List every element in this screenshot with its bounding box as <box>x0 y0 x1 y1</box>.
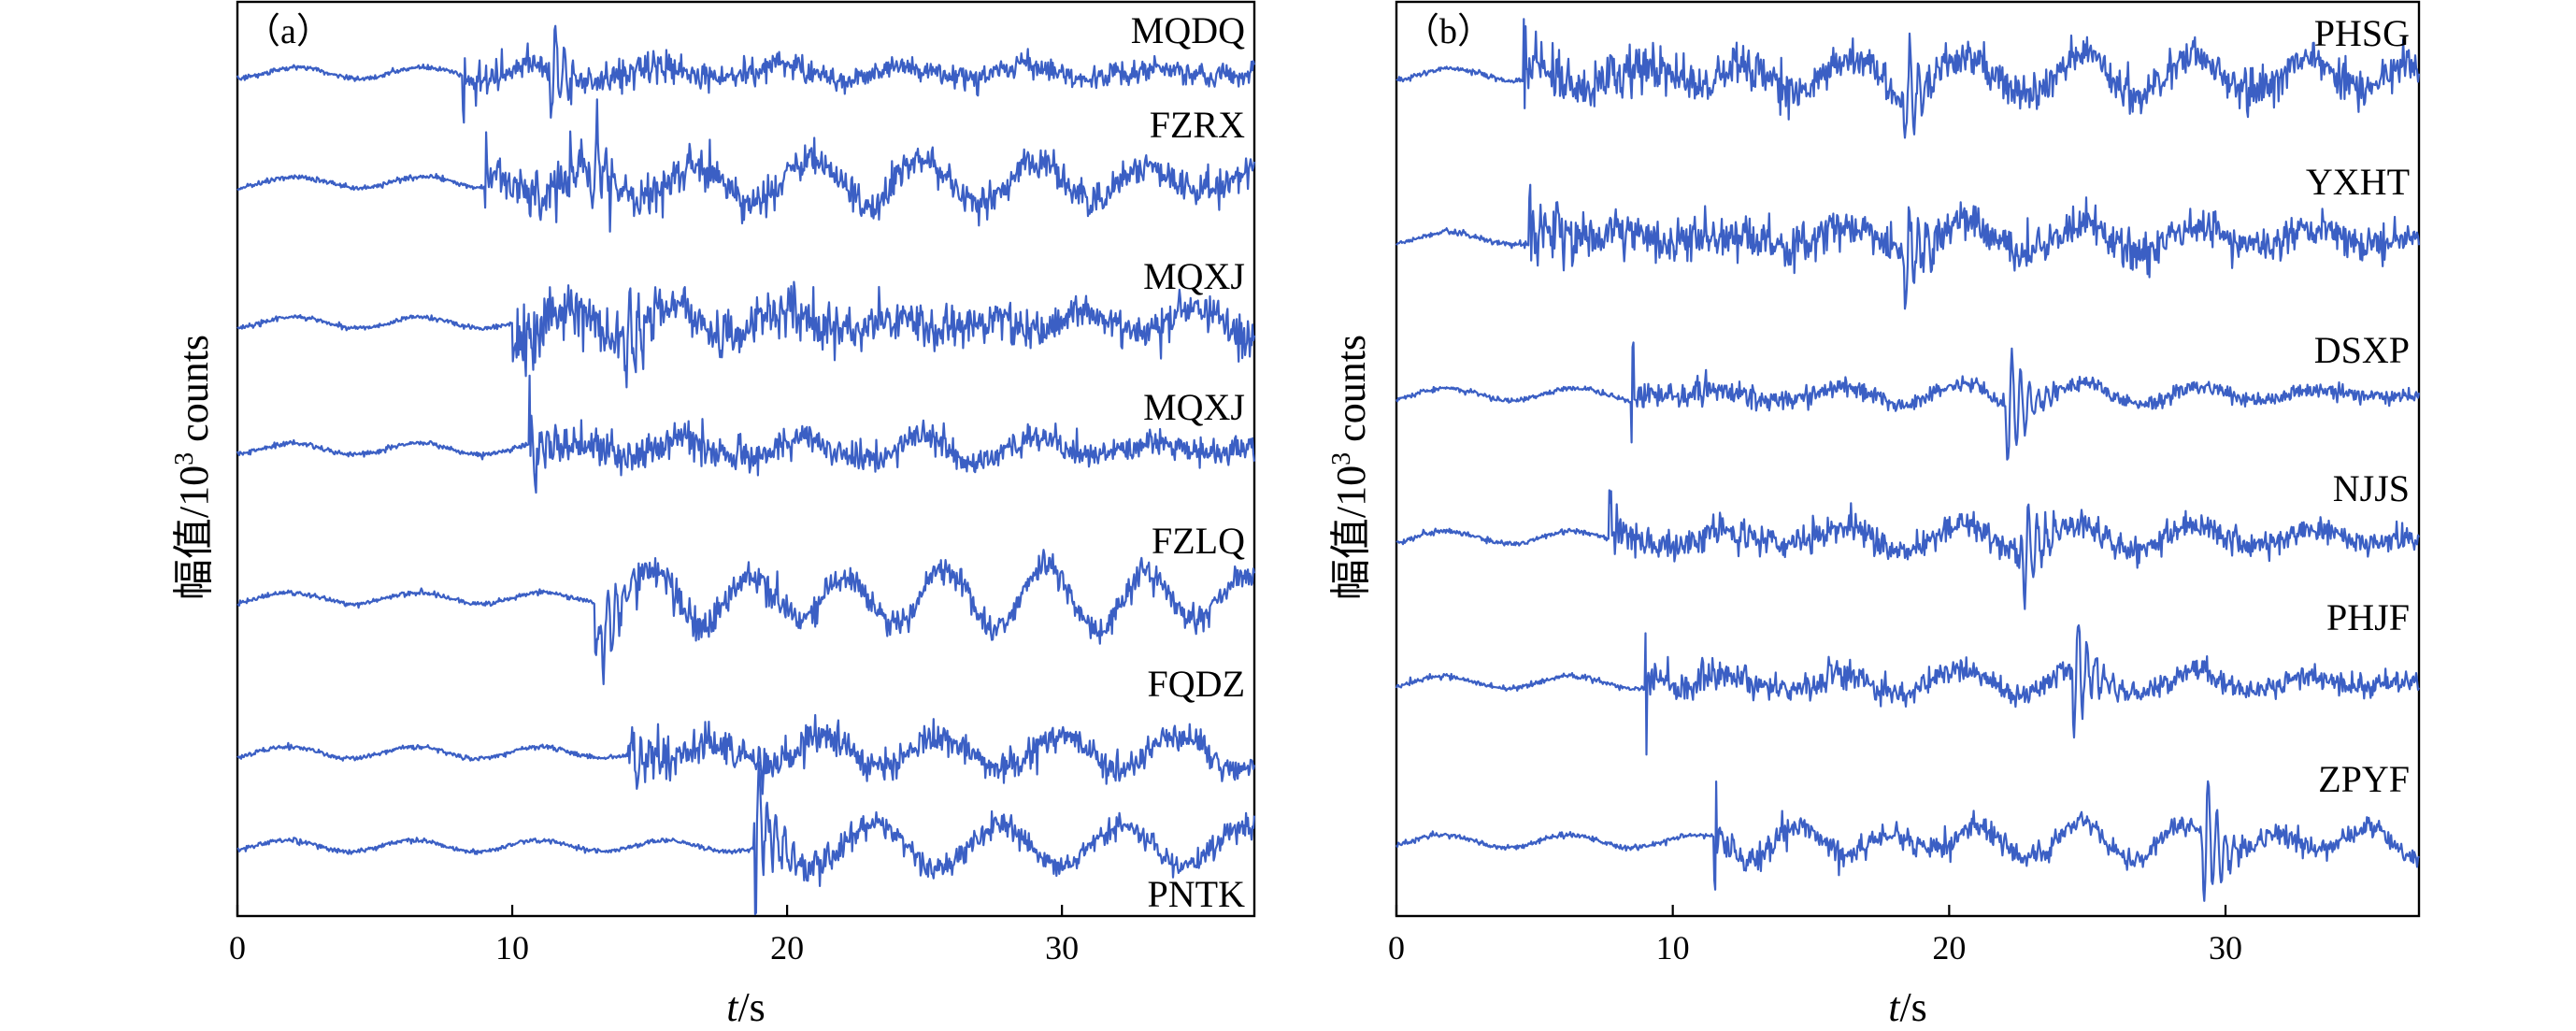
panel-b-label: （b） <box>1404 12 1493 51</box>
panel-b: （b） PHSG YXHT DSXP NJJS PHJF ZPYF 0 10 20 30 t/s… <box>1327 0 2421 1030</box>
trace-fqdz-6 <box>236 713 1256 795</box>
trace-njjs-4 <box>1395 489 2421 610</box>
x-tick-label-20: 20 <box>1932 929 1966 967</box>
panel-b-frame <box>1395 0 2421 918</box>
station-label-fzlq: FZLQ <box>1152 520 1245 562</box>
station-label-fzrx: FZRX <box>1150 104 1245 146</box>
x-tick-label-10: 10 <box>495 929 529 967</box>
trace-mqxj-3 <box>236 280 1256 389</box>
x-tick-label-10: 10 <box>1656 929 1690 967</box>
panel-a-label: （a） <box>245 12 332 51</box>
panel-b-x-axis-label: t/s <box>1888 984 1927 1030</box>
trace-pntk-7 <box>236 761 1256 916</box>
panel-a-x-ticks: 0 10 20 30 <box>229 905 1079 967</box>
x-tick-label-30: 30 <box>1045 929 1079 967</box>
trace-fzlq-5 <box>236 549 1256 686</box>
station-label-phsg: PHSG <box>2314 12 2410 54</box>
trace-zpyf-6 <box>1395 780 2420 902</box>
trace-dsxp-3 <box>1395 341 2421 461</box>
panel-b-x-ticks: 0 10 20 30 <box>1388 905 2242 967</box>
trace-phsg-1 <box>1395 18 2421 139</box>
trace-mqdq-1 <box>236 24 1256 124</box>
station-label-mqxj: MQXJ <box>1143 255 1245 297</box>
trace-phjf-5 <box>1395 623 2421 756</box>
station-label-mqxj: MQXJ <box>1143 386 1245 428</box>
trace-mqxj-4 <box>236 374 1256 494</box>
station-label-fqdz: FQDZ <box>1148 663 1245 705</box>
trace-fzrx-2 <box>236 98 1256 233</box>
panel-a-traces: MQDQ FZRX MQXJ MQXJ FZLQ FQDZ PNTK <box>236 9 1256 916</box>
station-label-phjf: PHJF <box>2326 596 2410 638</box>
panel-a-x-axis-label: t/s <box>726 984 766 1030</box>
station-label-zpyf: ZPYF <box>2318 758 2410 800</box>
x-tick-label-30: 30 <box>2209 929 2242 967</box>
panel-a: （a） MQDQ FZRX MQXJ MQXJ FZLQ FQDZ PNTK 0 10 20 30… <box>170 0 1256 1030</box>
trace-yxht-2 <box>1395 183 2421 310</box>
station-label-mqdq: MQDQ <box>1131 9 1245 51</box>
station-label-yxht: YXHT <box>2306 161 2410 203</box>
x-tick-label-20: 20 <box>770 929 804 967</box>
station-label-pntk: PNTK <box>1148 873 1246 915</box>
panel-b-traces: PHSG YXHT DSXP NJJS PHJF ZPYF <box>1395 12 2421 902</box>
x-tick-label-0: 0 <box>229 929 246 967</box>
x-tick-label-0: 0 <box>1388 929 1405 967</box>
panel-b-y-axis-label: 幅值/103 counts <box>1327 335 1374 600</box>
panel-a-y-axis-label: 幅值/103 counts <box>170 335 217 600</box>
station-label-njjs: NJJS <box>2333 467 2410 509</box>
station-label-dsxp: DSXP <box>2314 329 2410 371</box>
